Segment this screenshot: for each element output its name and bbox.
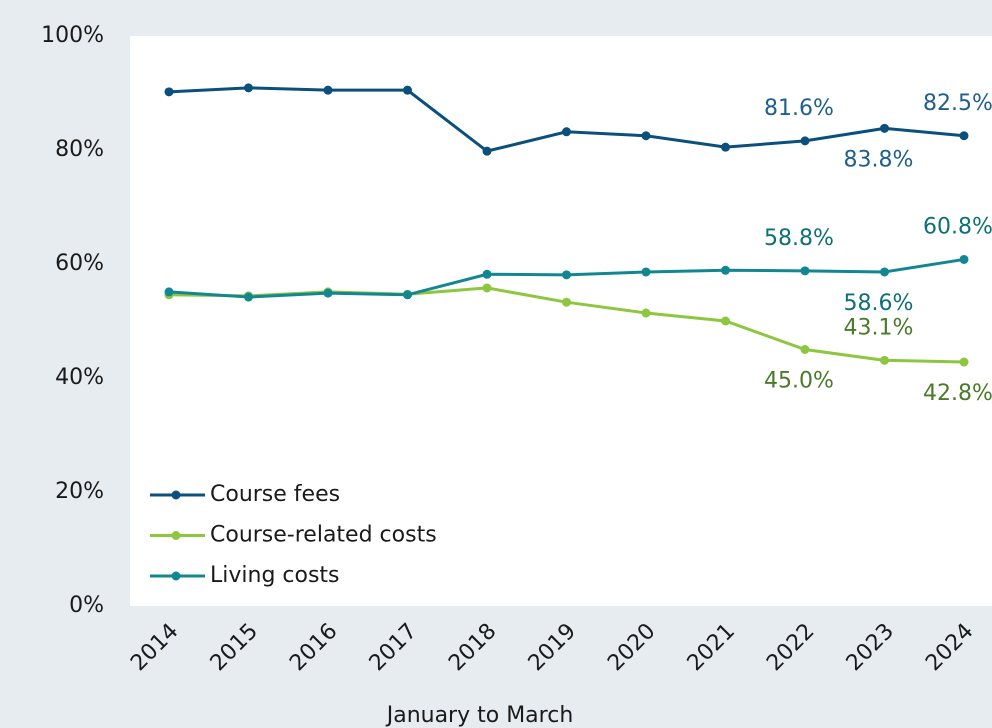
data-point <box>562 127 571 137</box>
data-label: 58.6% <box>844 291 914 316</box>
data-point <box>880 267 889 277</box>
data-label: 82.5% <box>923 91 992 116</box>
y-tick-label: 0% <box>69 593 104 618</box>
plot-area <box>130 36 992 606</box>
data-point <box>959 254 969 264</box>
y-tick-label: 80% <box>55 137 104 162</box>
data-point <box>244 83 253 93</box>
data-point <box>323 288 333 298</box>
data-point <box>800 266 810 276</box>
data-point <box>800 136 810 146</box>
data-point <box>880 123 889 133</box>
data-point <box>959 131 969 141</box>
data-point <box>403 85 412 95</box>
data-point <box>880 355 889 365</box>
data-point <box>562 297 571 307</box>
data-point <box>721 265 730 275</box>
y-tick-label: 20% <box>55 479 104 504</box>
data-point <box>323 85 333 95</box>
legend-marker <box>171 571 181 581</box>
y-tick-label: 100% <box>41 23 104 48</box>
data-point <box>641 267 651 277</box>
data-point <box>244 292 253 302</box>
y-tick-label: 60% <box>55 251 104 276</box>
data-label: 60.8% <box>923 214 992 239</box>
data-point <box>164 287 174 297</box>
data-point <box>164 87 174 97</box>
data-point <box>721 316 730 326</box>
data-point <box>800 345 810 354</box>
data-label: 83.8% <box>844 147 914 172</box>
legend-label: Course fees <box>210 482 340 507</box>
legend-marker <box>171 490 181 500</box>
data-label: 58.8% <box>764 226 834 251</box>
data-label: 45.0% <box>764 369 834 394</box>
data-label: 43.1% <box>844 315 914 340</box>
data-point <box>721 142 730 152</box>
data-point <box>641 308 651 318</box>
data-point <box>641 131 651 141</box>
legend-label: Living costs <box>210 563 340 588</box>
data-point <box>482 283 492 293</box>
legend-label: Course-related costs <box>210 523 437 548</box>
legend-marker <box>171 531 181 540</box>
data-point <box>959 357 969 367</box>
data-point <box>403 290 412 300</box>
x-axis-label: January to March <box>385 703 574 728</box>
data-point <box>482 146 492 156</box>
data-label: 81.6% <box>764 96 834 121</box>
y-tick-label: 40% <box>55 365 104 390</box>
data-point <box>482 269 492 279</box>
data-label: 42.8% <box>923 381 992 406</box>
data-point <box>562 270 571 280</box>
